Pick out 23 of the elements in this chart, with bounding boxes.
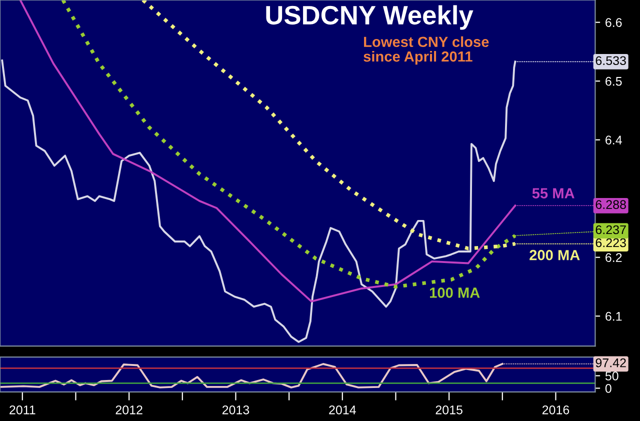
x-tick-label: 2013: [222, 405, 250, 414]
x-tick-label: 2011: [10, 405, 36, 414]
y-tick-label: 6.4: [606, 136, 622, 144]
annotation: Lowest CNY close since April 2011: [364, 36, 489, 65]
y-tick-label: 0: [605, 384, 612, 393]
data-label: 6.237: [596, 225, 626, 234]
y-tick-label: 6.5: [606, 76, 622, 86]
y-tick-label: 6.1: [606, 312, 622, 321]
annotation: 200 MA: [530, 250, 580, 260]
annotation: 100 MA: [430, 288, 480, 298]
data-label: 6.288: [596, 200, 626, 209]
y-tick-label: 6.2: [606, 253, 622, 262]
annotation: 55 MA: [532, 188, 574, 198]
x-tick-label: 2015: [436, 405, 462, 414]
x-tick-label: 2014: [329, 405, 356, 414]
x-tick-label: 2012: [116, 405, 142, 414]
data-label: 97.42: [596, 358, 626, 368]
y-tick-label: 6.6: [606, 18, 622, 27]
y-tick-label: 50: [605, 372, 618, 380]
x-tick-label: 2016: [542, 405, 570, 414]
data-label: 6.223: [596, 238, 626, 248]
chart-title: USDCNY Weekly: [266, 5, 474, 30]
data-label: 6.533: [596, 56, 626, 66]
